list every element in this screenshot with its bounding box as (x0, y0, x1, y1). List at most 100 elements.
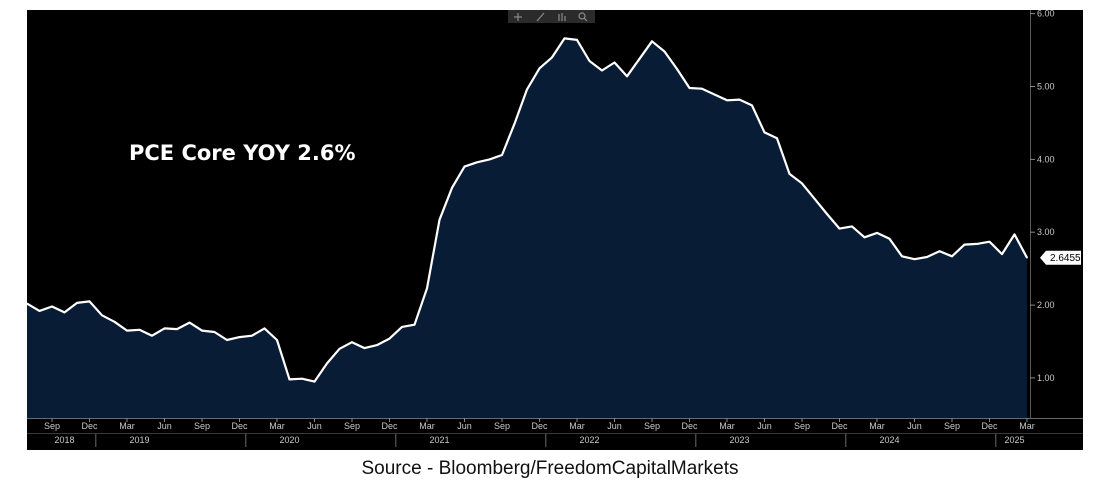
move-icon[interactable] (514, 13, 522, 21)
data-point (1001, 253, 1003, 255)
data-point (976, 243, 978, 245)
x-month-label: Dec (981, 421, 998, 431)
x-month-label: Sep (944, 421, 960, 431)
y-tick-label: 6.00 (1037, 10, 1055, 19)
x-month-label: Sep (494, 421, 510, 431)
data-point (738, 98, 741, 101)
data-point (63, 311, 66, 314)
x-axis-divider (27, 433, 1083, 434)
data-point (526, 88, 528, 91)
data-point (576, 39, 578, 41)
x-month-label: Sep (194, 421, 210, 431)
data-point (326, 362, 328, 365)
data-point (938, 250, 941, 252)
data-point (788, 173, 791, 175)
data-point (901, 255, 903, 258)
last-value-marker (1040, 250, 1081, 265)
x-month-label: Sep (44, 421, 60, 431)
x-month-label: Mar (119, 421, 135, 431)
x-month-label: Mar (569, 421, 585, 431)
x-month-label: Sep (344, 421, 360, 431)
data-point (988, 240, 991, 243)
data-point (351, 341, 353, 344)
x-month-label: Dec (231, 421, 248, 431)
x-year-label: 2021 (429, 435, 449, 445)
data-point (488, 158, 491, 161)
data-point (388, 337, 391, 340)
data-point (638, 58, 641, 60)
y-tick-label: 1.00 (1037, 373, 1055, 383)
data-point (138, 329, 141, 331)
x-month-label: Dec (381, 421, 398, 431)
x-month-label: Jun (457, 421, 472, 431)
data-point (226, 339, 228, 341)
area-fill (27, 38, 1027, 419)
pce-annotation: PCE Core YOY 2.6% (129, 141, 356, 165)
data-point (113, 321, 116, 323)
x-month-label: Mar (719, 421, 735, 431)
data-point (201, 329, 203, 332)
data-point (888, 238, 891, 240)
draw-line-icon[interactable] (536, 12, 545, 22)
data-point (101, 314, 103, 317)
data-point (301, 377, 303, 380)
data-point (513, 122, 516, 125)
data-point (463, 165, 466, 168)
x-month-label: Dec (531, 421, 548, 431)
data-point (126, 329, 128, 332)
x-axis-year-labels: 2018 2019 2020 2021 2022 2023 2024 2025 (54, 434, 1025, 447)
data-point (963, 243, 966, 246)
x-month-label: Jun (607, 421, 622, 431)
data-point (601, 69, 603, 72)
data-point (238, 336, 241, 338)
data-point (276, 339, 278, 341)
x-year-label: 2020 (279, 435, 299, 445)
data-point (363, 347, 366, 349)
x-year-label: 2022 (579, 435, 599, 445)
data-points (27, 37, 1028, 383)
chart-toolbar (508, 10, 595, 23)
data-point (76, 302, 78, 304)
y-tick-label: 4.00 (1037, 154, 1055, 164)
data-point (676, 68, 678, 70)
x-year-label: 2018 (54, 435, 74, 445)
data-point (288, 378, 291, 381)
data-point (726, 99, 728, 102)
data-point (876, 232, 878, 234)
data-point (27, 302, 28, 305)
data-point (413, 323, 416, 326)
data-point (613, 61, 616, 64)
data-point (751, 104, 753, 107)
data-point (313, 380, 316, 383)
data-point (763, 131, 766, 134)
chart-svg: 1.00 2.00 3.00 4.00 5.00 6.00 2.6455 Sep Dec Ma… (27, 10, 1083, 447)
data-point (626, 75, 628, 78)
last-value-tag: 2.6455 (1040, 250, 1081, 265)
data-point (826, 213, 828, 215)
x-month-label: Dec (831, 421, 848, 431)
data-point (213, 331, 216, 333)
chart-panel: 1.00 2.00 3.00 4.00 5.00 6.00 2.6455 Sep Dec Ma… (27, 10, 1083, 450)
x-month-label: Jun (307, 421, 322, 431)
x-month-label: Mar (419, 421, 435, 431)
data-point (1013, 233, 1016, 236)
x-month-label: Mar (269, 421, 285, 431)
data-point (426, 287, 428, 290)
y-axis-line (1030, 10, 1031, 418)
zoom-icon[interactable] (578, 12, 588, 22)
x-month-label: Jun (907, 421, 922, 431)
data-point (176, 328, 178, 330)
data-point (776, 137, 778, 139)
x-year-label: 2025 (1004, 435, 1024, 445)
data-point (501, 154, 503, 156)
data-point (263, 327, 266, 330)
x-month-label: Mar (1019, 421, 1035, 431)
x-axis-month-labels: Sep Dec Mar Jun Sep Dec Mar Jun Sep Dec Mar Jun Sep D… (44, 418, 1035, 431)
bar-tool-icon[interactable] (558, 13, 566, 21)
data-point (951, 255, 953, 258)
y-tick-label: 5.00 (1037, 82, 1055, 92)
data-point (551, 56, 553, 59)
y-tick-label: 2.00 (1037, 300, 1055, 310)
data-point (438, 219, 441, 221)
y-tick-label: 3.00 (1037, 227, 1055, 237)
